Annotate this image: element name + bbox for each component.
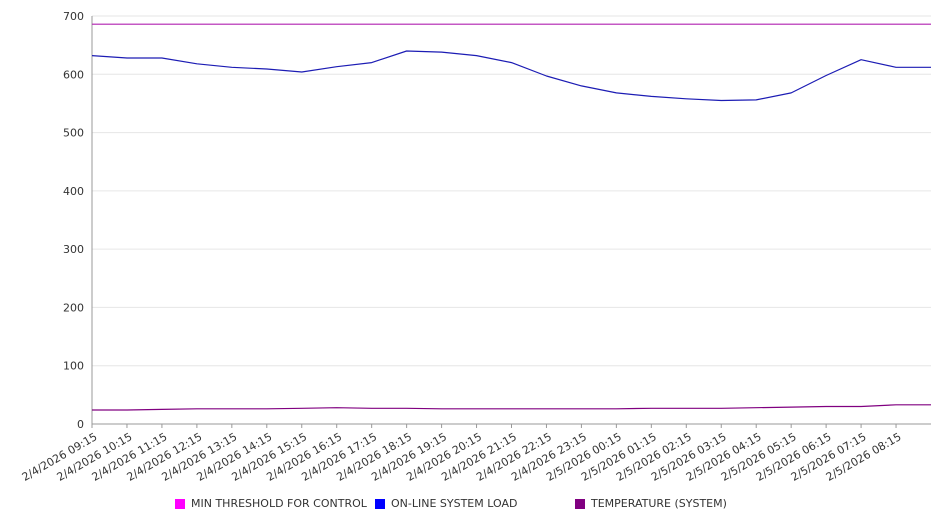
legend-swatch-system-load xyxy=(375,498,385,509)
legend-label-temperature: TEMPERATURE (SYSTEM) xyxy=(591,497,727,510)
series-line-on-line-system-load xyxy=(91,50,931,102)
legend-item-min-threshold: MIN THRESHOLD FOR CONTROL xyxy=(175,497,367,510)
legend-swatch-min-threshold xyxy=(175,498,185,509)
legend-label-system-load: ON-LINE SYSTEM LOAD xyxy=(391,497,518,510)
y-tick-label: 600 xyxy=(63,68,84,81)
legend-item-system-load: ON-LINE SYSTEM LOAD xyxy=(375,497,517,510)
legend-item-temperature: TEMPERATURE (SYSTEM) xyxy=(575,497,727,510)
legend-swatch-temperature xyxy=(575,498,585,509)
y-tick-label: 100 xyxy=(63,360,84,373)
y-tick-label: 400 xyxy=(63,185,84,198)
y-tick-label: 300 xyxy=(63,243,84,256)
y-tick-label: 0 xyxy=(77,418,84,431)
y-tick-label: 200 xyxy=(63,301,84,314)
y-tick-label: 500 xyxy=(63,127,84,140)
legend: MIN THRESHOLD FOR CONTROL ON-LINE SYSTEM… xyxy=(170,497,870,515)
series-line-temperature-system xyxy=(92,404,931,411)
y-tick-label: 700 xyxy=(63,10,84,23)
legend-label-min-threshold: MIN THRESHOLD FOR CONTROL xyxy=(191,497,367,510)
